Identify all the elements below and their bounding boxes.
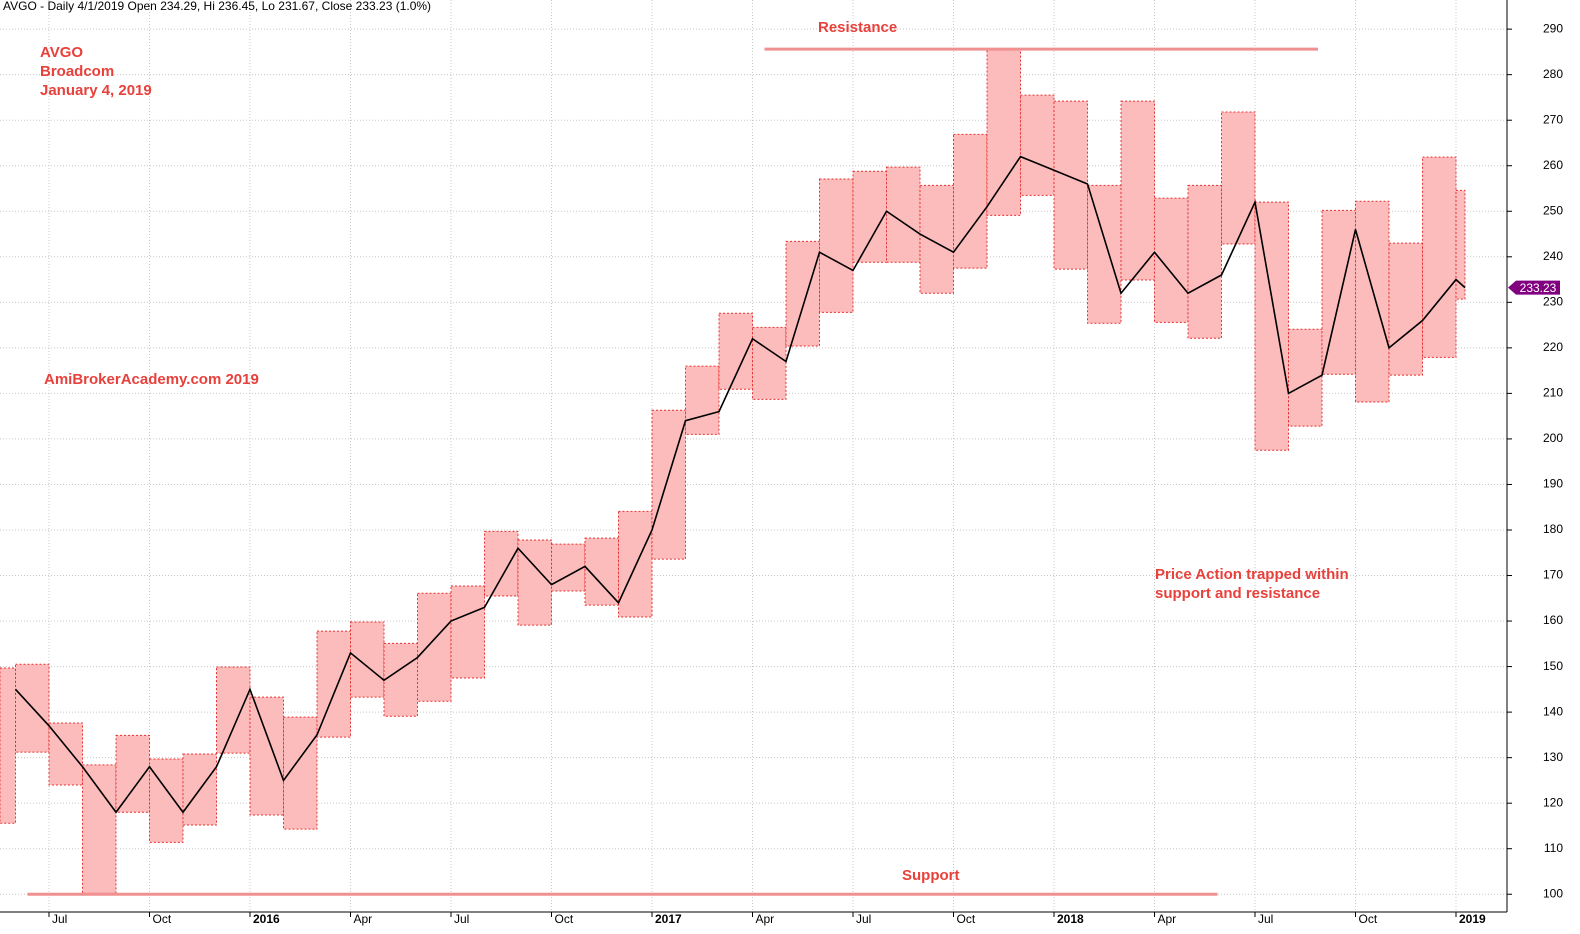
y-tick-label: 290 bbox=[1543, 21, 1563, 35]
x-tick-label: Oct bbox=[555, 912, 574, 926]
range-box bbox=[819, 178, 854, 313]
y-tick-label: 260 bbox=[1543, 158, 1563, 172]
range-box bbox=[685, 365, 720, 435]
range-box bbox=[986, 48, 1021, 216]
y-tick-label: 270 bbox=[1543, 112, 1563, 126]
range-box bbox=[1053, 100, 1088, 270]
y-tick-label: 180 bbox=[1543, 522, 1563, 536]
y-tick-label: 280 bbox=[1543, 67, 1563, 81]
x-tick-label: Oct bbox=[1359, 912, 1378, 926]
range-box bbox=[852, 170, 887, 263]
range-box bbox=[1120, 100, 1155, 281]
range-box bbox=[1455, 189, 1466, 300]
y-tick-label: 250 bbox=[1543, 203, 1563, 217]
range-box bbox=[1422, 156, 1457, 358]
range-box bbox=[484, 530, 519, 597]
note: Broadcom bbox=[40, 63, 114, 80]
range-box bbox=[1321, 209, 1356, 375]
y-tick-label: 130 bbox=[1543, 750, 1563, 764]
x-tick-label: Oct bbox=[957, 912, 976, 926]
y-tick-label: 140 bbox=[1543, 704, 1563, 718]
note: AVGO bbox=[40, 44, 83, 61]
x-tick-label: Jul bbox=[454, 912, 469, 926]
range-box bbox=[752, 326, 787, 400]
range-box bbox=[1187, 184, 1222, 339]
range-box bbox=[216, 666, 251, 754]
range-box bbox=[953, 133, 988, 269]
range-box bbox=[551, 543, 586, 592]
range-box bbox=[1221, 111, 1256, 245]
range-box bbox=[1087, 184, 1122, 324]
y-tick-label: 220 bbox=[1543, 340, 1563, 354]
y-tick-label: 230 bbox=[1543, 295, 1563, 309]
caption: Price Action trapped within bbox=[1155, 566, 1349, 583]
x-tick-label: Apr bbox=[1158, 912, 1177, 926]
x-tick-label: 2019 bbox=[1459, 912, 1486, 926]
range-box bbox=[1020, 94, 1055, 196]
caption: support and resistance bbox=[1155, 585, 1320, 602]
range-box bbox=[1355, 200, 1390, 403]
x-tick-label: 2018 bbox=[1057, 912, 1084, 926]
y-tick-label: 210 bbox=[1543, 386, 1563, 400]
x-tick-label: Oct bbox=[153, 912, 172, 926]
level-label: Resistance bbox=[818, 19, 897, 36]
level-label: Support bbox=[902, 867, 960, 884]
range-box bbox=[149, 758, 184, 843]
grid bbox=[0, 0, 1507, 912]
x-tick-label: 2017 bbox=[655, 912, 682, 926]
y-tick-label: 100 bbox=[1543, 886, 1563, 900]
price-line bbox=[14, 155, 1466, 814]
range-box bbox=[383, 642, 418, 717]
range-box bbox=[0, 667, 16, 824]
range-box bbox=[618, 510, 653, 618]
watermark: AmiBrokerAcademy.com 2019 bbox=[44, 371, 259, 388]
range-box bbox=[350, 621, 385, 698]
range-box bbox=[249, 696, 284, 816]
x-tick-label: 2016 bbox=[253, 912, 280, 926]
range-box bbox=[1154, 197, 1189, 323]
x-tick-label: Jul bbox=[856, 912, 871, 926]
range-box bbox=[417, 592, 452, 702]
chart-title: AVGO - Daily 4/1/2019 Open 234.29, Hi 23… bbox=[3, 0, 431, 13]
y-tick-label: 190 bbox=[1543, 477, 1563, 491]
x-tick-label: Jul bbox=[1258, 912, 1273, 926]
range-box bbox=[651, 409, 686, 560]
y-tick-label: 170 bbox=[1543, 568, 1563, 582]
price-tag bbox=[1508, 280, 1560, 295]
range-box bbox=[785, 240, 820, 347]
y-tick-label: 160 bbox=[1543, 613, 1563, 627]
price-tag-label: 233.23 bbox=[1520, 281, 1557, 295]
y-tick-label: 110 bbox=[1544, 841, 1563, 855]
range-box bbox=[919, 184, 954, 294]
y-tick-label: 120 bbox=[1543, 795, 1563, 809]
y-tick-label: 150 bbox=[1543, 659, 1563, 673]
x-tick-label: Apr bbox=[354, 912, 373, 926]
plot-area bbox=[0, 47, 1466, 896]
y-tick-label: 200 bbox=[1543, 431, 1563, 445]
x-tick-label: Jul bbox=[52, 912, 67, 926]
range-box bbox=[82, 764, 117, 894]
range-box bbox=[1254, 201, 1289, 451]
y-tick-label: 240 bbox=[1543, 249, 1563, 263]
range-box bbox=[450, 585, 485, 679]
range-box bbox=[1388, 242, 1423, 376]
x-tick-label: Apr bbox=[756, 912, 775, 926]
note: January 4, 2019 bbox=[40, 82, 152, 99]
